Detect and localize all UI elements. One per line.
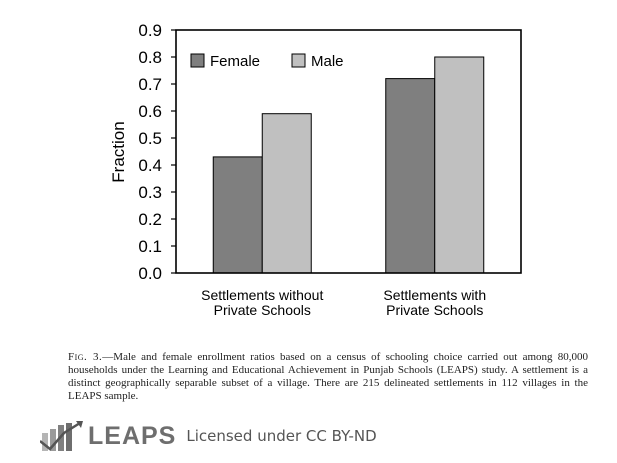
y-tick-label: 0.7 <box>138 75 162 94</box>
plot-area-frame <box>175 29 522 274</box>
legend-label-male: Male <box>311 53 344 70</box>
legend-swatch-female <box>190 53 205 68</box>
bar-female-1 <box>212 156 263 274</box>
x-category-label: Private Schools <box>386 302 483 318</box>
bar-chart-arrow-icon <box>40 421 83 451</box>
bar-male-1 <box>261 113 312 274</box>
caption-label: Fig. 3. <box>68 351 103 363</box>
legend: Female Male <box>190 53 344 70</box>
bar-female-2 <box>385 78 436 274</box>
caption-text: —Male and female enrollment ratios based… <box>68 351 588 402</box>
y-tick-label: 0.4 <box>138 156 162 175</box>
figure-caption: Fig. 3.—Male and female enrollment ratio… <box>68 351 588 403</box>
leaps-logo: LEAPS <box>40 421 176 451</box>
leaps-logo-text: LEAPS <box>88 421 177 450</box>
footer: LEAPS Licensed under CC BY-ND <box>40 418 377 454</box>
license-text: Licensed under CC BY-ND <box>186 427 377 445</box>
y-tick-label: 0.5 <box>138 129 162 148</box>
x-category-label: Private Schools <box>214 302 311 318</box>
y-tick-label: 0.6 <box>138 102 162 121</box>
bar-male-2 <box>434 56 485 274</box>
legend-swatch-male <box>291 53 306 68</box>
x-category-label: Settlements without <box>201 287 323 303</box>
x-category-label: Settlements with <box>383 287 486 303</box>
y-tick-label: 0.1 <box>138 237 162 256</box>
legend-label-female: Female <box>210 53 260 70</box>
y-tick-label: 0.0 <box>138 264 162 283</box>
y-tick-label: 0.9 <box>138 21 162 40</box>
y-axis: 0.0 0.1 0.2 0.3 0.4 0.5 0.6 0.7 0.8 0.9 <box>138 21 176 283</box>
bar-chart: 0.0 0.1 0.2 0.3 0.4 0.5 0.6 0.7 0.8 0.9 Female Mal… <box>109 21 522 318</box>
y-axis-title: Fraction <box>109 121 128 182</box>
y-tick-label: 0.3 <box>138 183 162 202</box>
y-tick-label: 0.2 <box>138 210 162 229</box>
bars <box>212 56 485 274</box>
y-tick-label: 0.8 <box>138 48 162 67</box>
